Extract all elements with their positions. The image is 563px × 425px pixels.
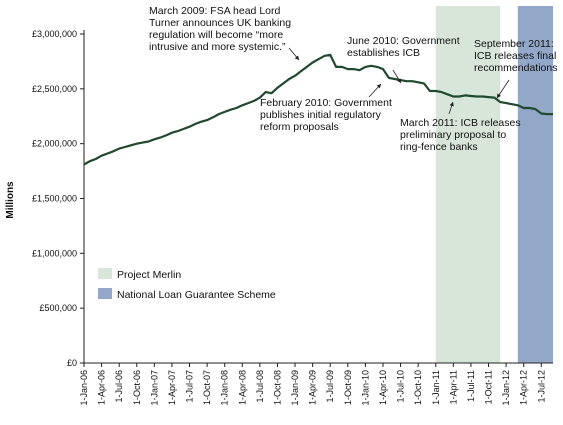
annotation-line: establishes ICB: [347, 47, 420, 59]
annotation-line: September 2011:: [474, 38, 554, 50]
x-tick-label: 1-Oct-09: [343, 370, 353, 405]
x-tick-label: 1-Jan-10: [360, 370, 370, 406]
x-tick-label: 1-Jul-11: [466, 370, 476, 402]
x-tick-label: 1-Jul-06: [114, 370, 124, 403]
x-tick-label: 1-Jan-12: [501, 370, 511, 406]
annotation-line: March 2011: ICB releases: [400, 117, 521, 129]
x-tick-label: 1-Apr-08: [237, 370, 247, 405]
axes: £0 £500,000 £1,000,000 £1,500,000 £2,000,000…: [32, 29, 553, 406]
annotation-line: ICB releases final: [474, 50, 556, 62]
annotation-line: regulation will become “more: [149, 29, 283, 41]
y-tick-label: £0: [67, 358, 77, 368]
annotation-arrowhead: [497, 93, 502, 98]
y-tick-label: £500,000: [39, 303, 77, 313]
x-tick-label: 1-Jul-12: [536, 370, 546, 403]
annotation-arrowhead: [294, 55, 299, 60]
annotation-line: intrusive and more systemic.”: [149, 41, 286, 53]
x-tick-label: 1-Jan-07: [149, 370, 159, 406]
x-tick-label: 1-Jul-07: [185, 370, 195, 403]
y-axis-title: Millions: [5, 181, 16, 219]
x-tick-label: 1-Apr-11: [448, 370, 458, 404]
shaded-period-1: [435, 6, 501, 363]
y-tick-label: £2,000,000: [32, 139, 77, 149]
y-tick-label: £1,000,000: [32, 248, 77, 258]
x-tick-label: 1-Apr-07: [167, 370, 177, 405]
legend-swatch: [98, 268, 112, 279]
annotation-line: recommendations: [474, 62, 557, 74]
y-tick-label: £2,500,000: [32, 84, 77, 94]
x-tick-label: 1-Apr-06: [97, 370, 107, 405]
y-tick-label: £3,000,000: [32, 29, 77, 39]
annotation-line: ring-fence banks: [400, 141, 478, 153]
annotation-line: Turner announces UK banking: [149, 17, 291, 29]
y-tick-label: £1,500,000: [32, 194, 77, 204]
legend: Project Merlin National Loan Guarantee Sc…: [98, 268, 276, 301]
x-tick-label: 1-Jul-10: [396, 370, 406, 403]
series-layer: [83, 53, 553, 166]
annotation-arrowhead: [397, 78, 401, 83]
x-tick-label: 1-Oct-11: [484, 370, 494, 404]
x-tick-label: 1-Oct-07: [202, 370, 212, 405]
x-tick-label: 1-Jan-09: [290, 370, 300, 406]
annotation-line: February 2010: Government: [260, 97, 392, 109]
x-tick-label: 1-Oct-08: [272, 370, 282, 405]
annotation-line: publishes initial regulatory: [260, 109, 382, 121]
x-tick-label: 1-Jul-09: [325, 370, 335, 403]
annotation-line: June 2010: Government: [347, 35, 460, 47]
annotation-line: reform proposals: [260, 121, 339, 133]
x-tick-label: 1-Oct-06: [132, 370, 142, 405]
x-tick-label: 1-Oct-10: [413, 370, 423, 405]
x-tick-label: 1-Jan-08: [220, 370, 230, 406]
x-tick-label: 1-Apr-12: [519, 370, 529, 405]
annotation-arrowhead: [376, 84, 381, 89]
series-line-1: [83, 53, 553, 166]
legend-swatch: [98, 288, 112, 299]
x-tick-label: 1-Apr-09: [308, 370, 318, 405]
x-tick-label: 1-Jan-11: [431, 370, 441, 405]
annotation-line: preliminary proposal to: [400, 129, 506, 141]
annotation-arrowhead: [449, 102, 454, 107]
legend-label: Project Merlin: [117, 269, 181, 281]
x-tick-label: 1-Jul-08: [255, 370, 265, 403]
x-tick-label: 1-Apr-10: [378, 370, 388, 405]
x-tick-label: 1-Jan-06: [79, 370, 89, 406]
legend-label: National Loan Guarantee Scheme: [117, 289, 276, 301]
annotation-line: March 2009: FSA head Lord: [149, 5, 280, 17]
shaded-periods: [435, 6, 553, 363]
shaded-period-2: [517, 6, 553, 363]
annotation-a4: September 2011:ICB releases finalrecomme…: [474, 38, 557, 99]
